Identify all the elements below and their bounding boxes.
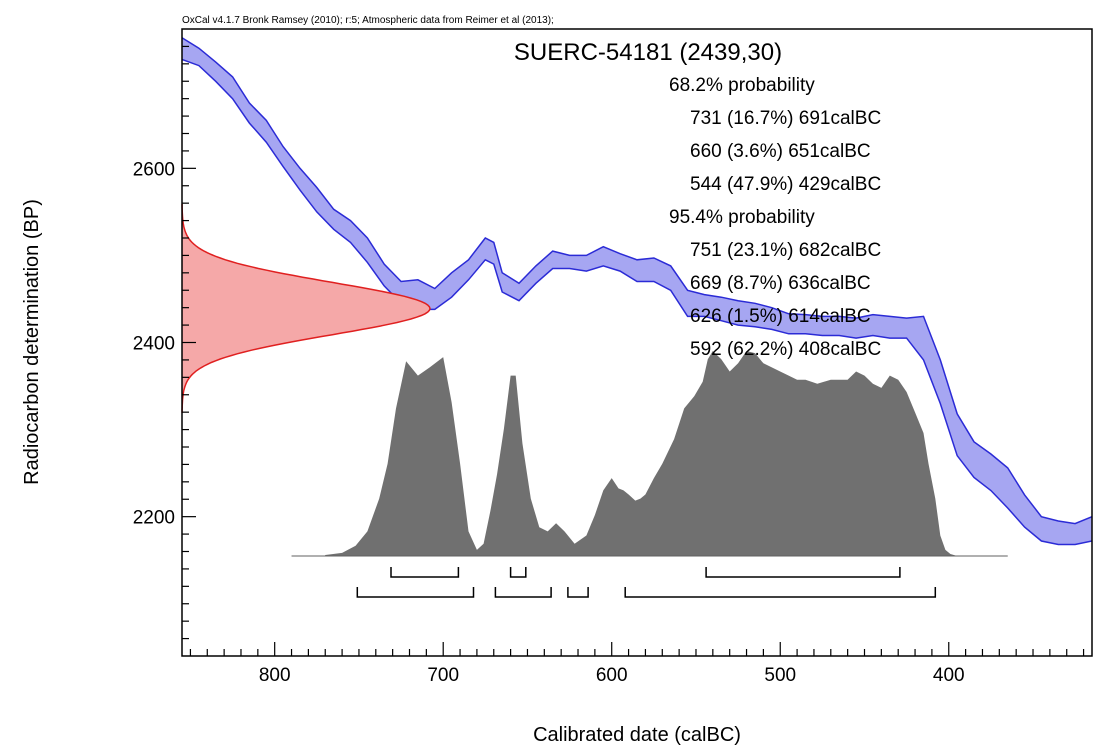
axes-layer: 800 700 600 500 400 2200 2400 2600 — [133, 45, 1085, 686]
range-brackets-layer — [356, 567, 937, 598]
range68-label: 68.2% probability — [669, 75, 815, 96]
range95-entry: 626 (1.5%) 614calBC — [690, 306, 871, 327]
calibration-curve-layer — [182, 37, 1092, 546]
calibration-upper-line — [182, 37, 1092, 525]
range68-bracket — [390, 567, 460, 578]
x-tick-label: 800 — [259, 665, 291, 686]
x-tick-label: 400 — [933, 665, 965, 686]
y-axis-label: Radiocarbon determination (BP) — [21, 199, 43, 485]
measurement-distribution-layer — [181, 204, 431, 413]
range95-entry: 592 (62.2%) 408calBC — [690, 339, 881, 360]
range68-bracket — [705, 567, 901, 578]
plot-frame — [181, 28, 1093, 657]
range-text-block: 68.2% probability 731 (16.7%) 691calBC 6… — [669, 75, 881, 360]
x-axis-label: Calibrated date (calBC) — [533, 724, 741, 746]
y-tick-label: 2400 — [133, 334, 175, 355]
range95-entry: 669 (8.7%) 636calBC — [690, 273, 871, 294]
calibration-band — [182, 37, 1092, 545]
range95-bracket — [494, 587, 552, 598]
x-tick-label: 600 — [596, 665, 628, 686]
range95-label: 95.4% probability — [669, 207, 815, 228]
calibration-lower-line — [182, 58, 1092, 546]
range68-entry: 660 (3.6%) 651calBC — [690, 141, 871, 162]
posterior-distribution-layer — [291, 351, 1008, 557]
range68-bracket — [509, 567, 527, 578]
x-tick-label: 500 — [764, 665, 796, 686]
chart-title: SUERC-54181 (2439,30) — [514, 39, 782, 66]
range95-bracket — [624, 587, 937, 598]
range68-entry: 731 (16.7%) 691calBC — [690, 108, 881, 129]
y-tick-label: 2200 — [133, 508, 175, 529]
range95-entry: 751 (23.1%) 682calBC — [690, 240, 881, 261]
range68-entry: 544 (47.9%) 429calBC — [690, 174, 881, 195]
y-tick-label: 2600 — [133, 159, 175, 180]
chart-header-note: OxCal v4.1.7 Bronk Ramsey (2010); r:5; A… — [182, 15, 554, 26]
range95-bracket — [567, 587, 589, 598]
measurement-area — [182, 204, 430, 413]
posterior-area — [325, 351, 1008, 556]
range95-bracket — [356, 587, 475, 598]
x-tick-label: 700 — [427, 665, 459, 686]
measurement-line — [181, 204, 431, 413]
